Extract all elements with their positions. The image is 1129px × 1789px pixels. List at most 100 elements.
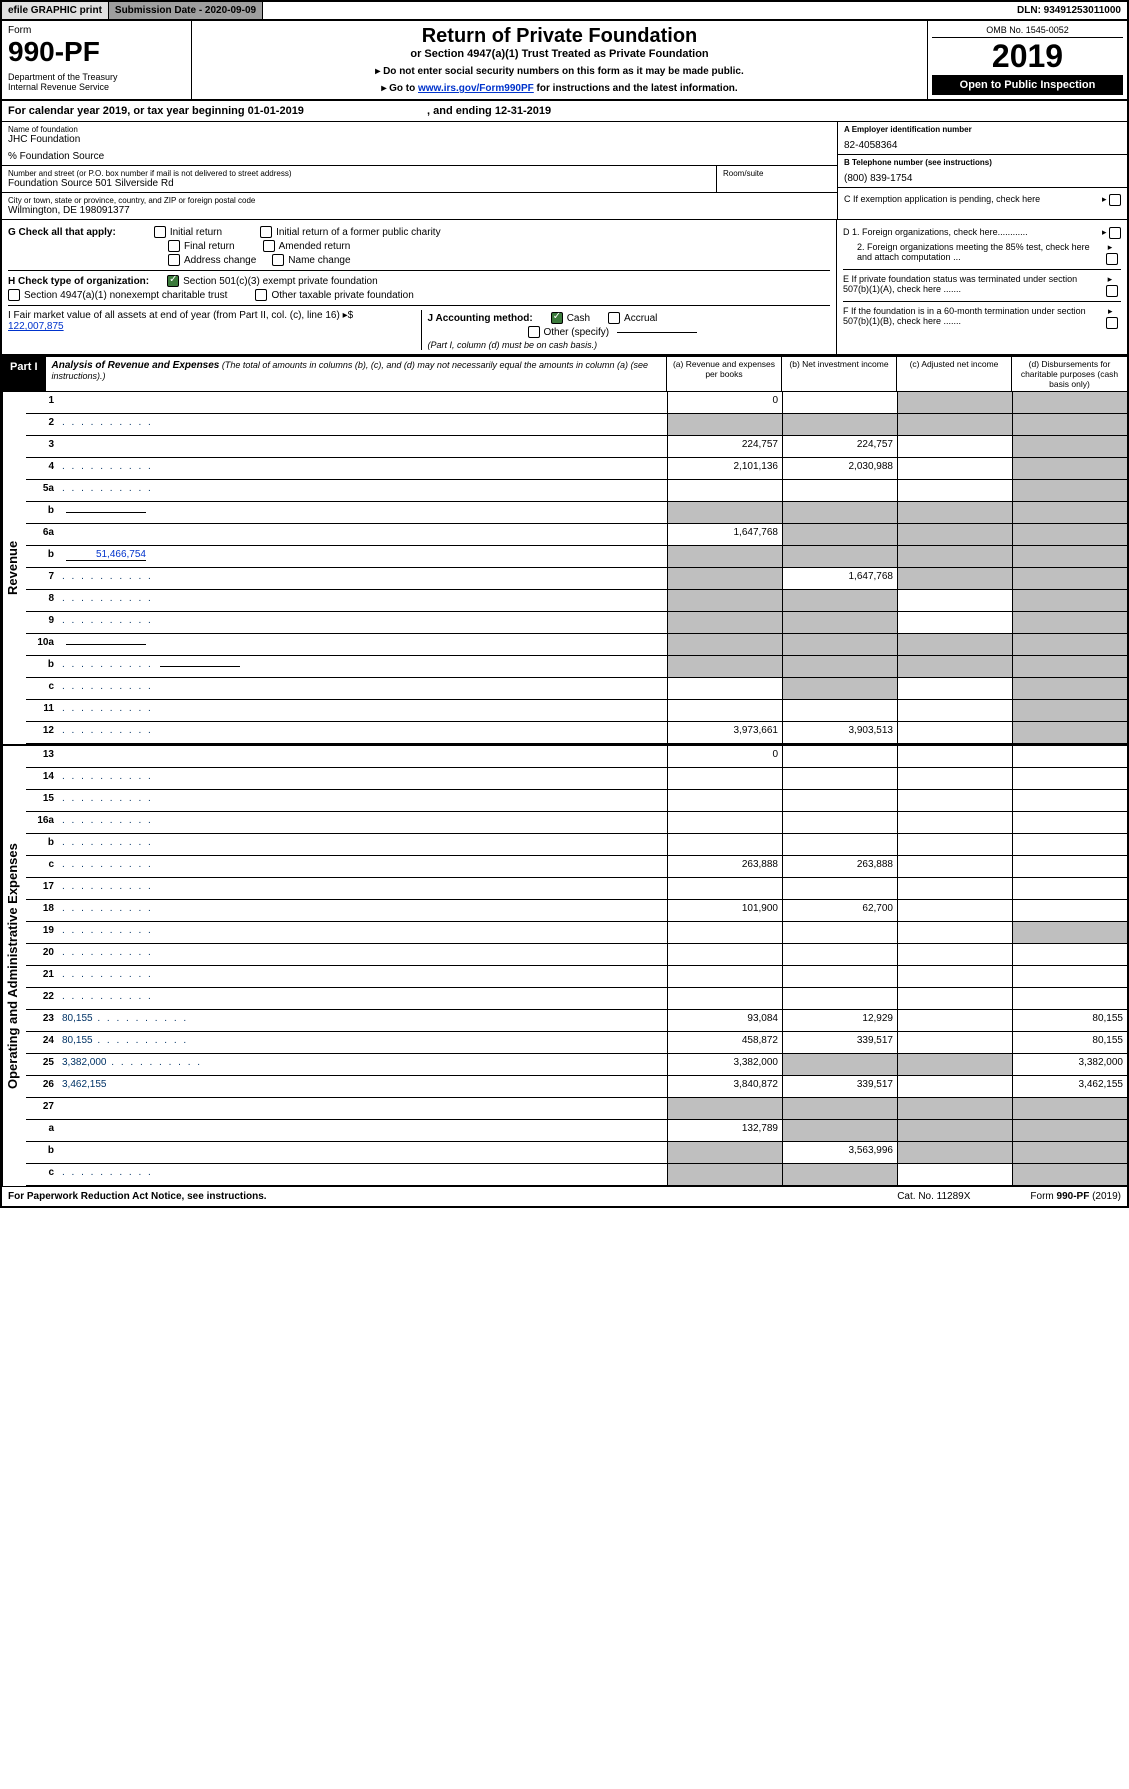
instr2-post: for instructions and the latest informat… (534, 83, 738, 94)
cell-b (782, 634, 897, 655)
cell-b (782, 392, 897, 413)
form-number: 990-PF (8, 36, 185, 68)
checkbox-amended[interactable] (263, 240, 275, 252)
i-block: I Fair market value of all assets at end… (8, 310, 411, 350)
cell-b (782, 988, 897, 1009)
table-row: 71,647,768 (26, 568, 1127, 590)
checkbox-initial-former[interactable] (260, 226, 272, 238)
checkbox-other-taxable[interactable] (255, 289, 267, 301)
part1-header: Part I Analysis of Revenue and Expenses … (2, 355, 1127, 392)
g-opt-1: Initial return of a former public charit… (276, 227, 441, 238)
cell-a (667, 1142, 782, 1163)
part1-title-cell: Analysis of Revenue and Expenses (The to… (46, 357, 667, 391)
checkbox-4947[interactable] (8, 289, 20, 301)
row-number: 4 (26, 458, 58, 479)
city-value: Wilmington, DE 198091377 (8, 205, 831, 216)
cell-d (1012, 790, 1127, 811)
row-description (58, 458, 667, 479)
table-row: 3224,757224,757 (26, 436, 1127, 458)
cell-d (1012, 856, 1127, 877)
checks-right: D 1. Foreign organizations, check here..… (837, 220, 1127, 354)
cell-a: 224,757 (667, 436, 782, 457)
cell-c (897, 568, 1012, 589)
checkbox-d2[interactable] (1106, 253, 1118, 265)
cell-c (897, 1142, 1012, 1163)
row-description (58, 878, 667, 899)
checkbox-name-change[interactable] (272, 254, 284, 266)
row-number: 1 (26, 392, 58, 413)
table-row: 263,462,1553,840,872339,5173,462,155 (26, 1076, 1127, 1098)
table-row: 10a (26, 634, 1127, 656)
e-line: E If private foundation status was termi… (843, 274, 1121, 297)
checkbox-c[interactable] (1109, 194, 1121, 206)
row-description (58, 988, 667, 1009)
table-row: 5a (26, 480, 1127, 502)
d1-line: D 1. Foreign organizations, check here..… (843, 227, 1121, 239)
row-description (58, 502, 667, 523)
table-row: c263,888263,888 (26, 856, 1127, 878)
checkbox-address[interactable] (168, 254, 180, 266)
cell-a: 3,382,000 (667, 1054, 782, 1075)
checkbox-e[interactable] (1106, 285, 1118, 297)
cell-b: 12,929 (782, 1010, 897, 1031)
j-note: (Part I, column (d) must be on cash basi… (428, 340, 831, 350)
cell-a (667, 678, 782, 699)
instruction-1: ▸ Do not enter social security numbers o… (202, 66, 917, 77)
row-number: c (26, 1164, 58, 1185)
cell-c (897, 790, 1012, 811)
g-line: G Check all that apply: Initial return I… (8, 226, 830, 238)
cell-b (782, 812, 897, 833)
table-row: 8 (26, 590, 1127, 612)
checkbox-d1[interactable] (1109, 227, 1121, 239)
cell-b: 3,563,996 (782, 1142, 897, 1163)
cell-b: 339,517 (782, 1076, 897, 1097)
table-row: b (26, 656, 1127, 678)
checkbox-final[interactable] (168, 240, 180, 252)
table-row: 2380,15593,08412,92980,155 (26, 1010, 1127, 1032)
row-description (58, 634, 667, 655)
cell-a (667, 966, 782, 987)
checkbox-cash[interactable] (551, 312, 563, 324)
form-container: efile GRAPHIC print Submission Date - 20… (0, 0, 1129, 1208)
row-description: 80,155 (58, 1010, 667, 1031)
main-title: Return of Private Foundation (202, 25, 917, 48)
cell-d (1012, 480, 1127, 501)
row-description (58, 590, 667, 611)
table-row: b (26, 834, 1127, 856)
room-label: Room/suite (723, 169, 831, 178)
revenue-rows: 1023224,757224,75742,101,1362,030,9885ab… (26, 392, 1127, 744)
name-label: Name of foundation (8, 125, 831, 134)
row-description (58, 768, 667, 789)
inline-value: 51,466,754 (66, 549, 146, 561)
cell-b (782, 922, 897, 943)
footer-mid: Cat. No. 11289X (897, 1191, 970, 1202)
checkbox-f[interactable] (1106, 317, 1118, 329)
h-line: H Check type of organization: Section 50… (8, 275, 830, 287)
cell-a: 3,973,661 (667, 722, 782, 743)
arrow-icon (1100, 194, 1107, 204)
checkbox-accrual[interactable] (608, 312, 620, 324)
checkbox-other-method[interactable] (528, 326, 540, 338)
row-description (58, 966, 667, 987)
row-number: 2 (26, 414, 58, 435)
g-opt-4: Address change (184, 255, 256, 266)
table-row: 19 (26, 922, 1127, 944)
table-row: 15 (26, 790, 1127, 812)
row-number: c (26, 678, 58, 699)
year-column: OMB No. 1545-0052 2019 Open to Public In… (927, 21, 1127, 99)
foundation-name-cell: Name of foundation JHC Foundation % Foun… (2, 122, 837, 166)
row-description (58, 414, 667, 435)
row-description (58, 678, 667, 699)
checkbox-501c3[interactable] (167, 275, 179, 287)
irs-link[interactable]: www.irs.gov/Form990PF (418, 83, 534, 94)
other-specify-input[interactable] (617, 332, 697, 333)
row-number: 14 (26, 768, 58, 789)
cell-a (667, 988, 782, 1009)
efile-label[interactable]: efile GRAPHIC print (2, 2, 109, 19)
h-opt-3: Other taxable private foundation (271, 290, 413, 301)
expenses-sidelabel: Operating and Administrative Expenses (2, 746, 26, 1186)
calyear-end: 12-31-2019 (495, 105, 551, 117)
cell-d (1012, 436, 1127, 457)
j-label: J Accounting method: (428, 313, 533, 324)
checkbox-initial-return[interactable] (154, 226, 166, 238)
